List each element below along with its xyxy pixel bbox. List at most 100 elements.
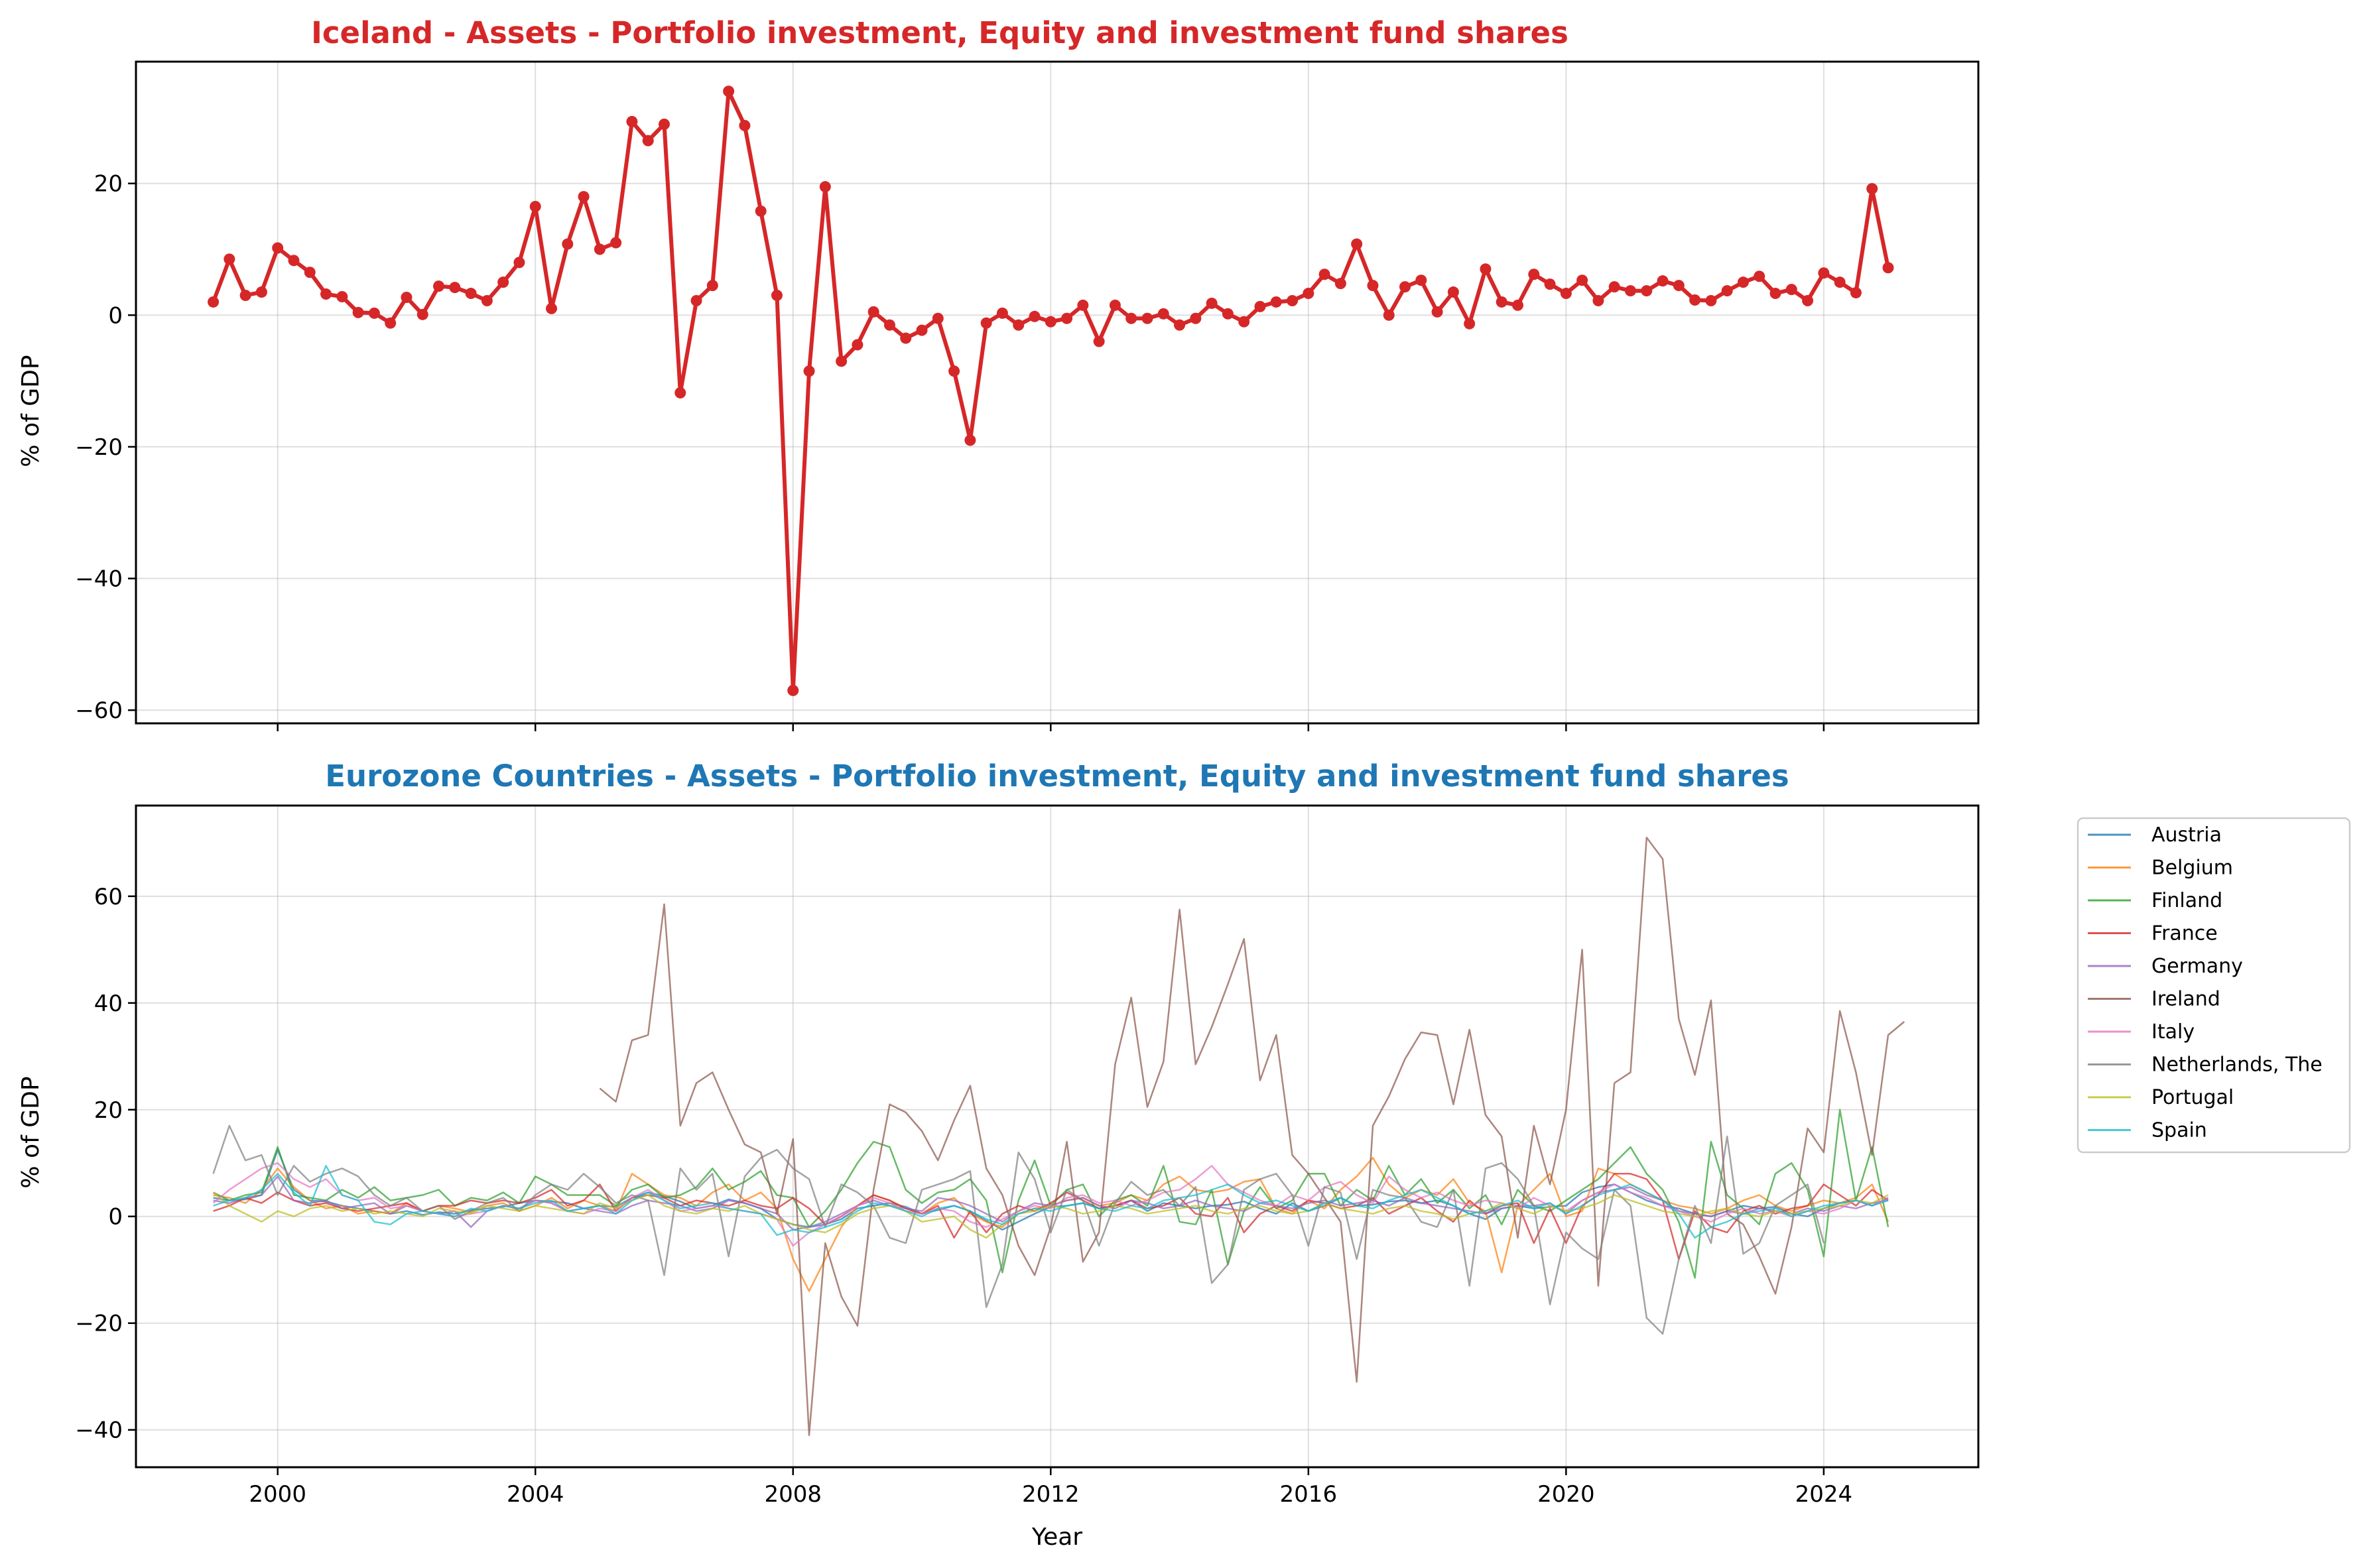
legend-label: Netherlands, The bbox=[2151, 1054, 2323, 1077]
data-point bbox=[1754, 271, 1765, 282]
data-point bbox=[1447, 286, 1459, 298]
data-point bbox=[1592, 294, 1604, 306]
data-point bbox=[1061, 312, 1073, 324]
legend-label: Spain bbox=[2151, 1119, 2207, 1142]
data-point bbox=[433, 280, 445, 292]
y-tick-label: −20 bbox=[75, 434, 123, 461]
legend-label: Germany bbox=[2151, 955, 2243, 978]
data-point bbox=[208, 296, 220, 308]
data-point bbox=[1528, 269, 1540, 280]
data-point bbox=[578, 191, 590, 203]
data-point bbox=[1882, 262, 1894, 274]
data-point bbox=[658, 118, 670, 130]
x-tick-label: 2020 bbox=[1537, 1481, 1595, 1508]
data-point bbox=[1157, 308, 1169, 320]
data-point bbox=[401, 292, 413, 304]
data-point bbox=[610, 237, 622, 249]
data-point bbox=[224, 253, 235, 265]
data-point bbox=[771, 290, 783, 302]
eurozone-panel: Eurozone Countries - Assets - Portfolio … bbox=[17, 758, 1980, 1551]
data-point bbox=[1141, 312, 1153, 324]
legend-frame bbox=[2077, 817, 2351, 1154]
data-point bbox=[1367, 280, 1379, 292]
y-tick-label: 20 bbox=[94, 171, 123, 198]
data-point bbox=[562, 238, 574, 250]
data-point bbox=[932, 312, 944, 324]
y-tick-label: −20 bbox=[75, 1311, 123, 1337]
data-point bbox=[255, 286, 267, 298]
iceland-plot-frame bbox=[135, 60, 1980, 725]
data-point bbox=[1222, 308, 1234, 320]
data-point bbox=[1093, 335, 1105, 347]
data-point bbox=[964, 434, 976, 446]
y-tick-label: 20 bbox=[94, 1097, 123, 1124]
data-point bbox=[1351, 238, 1363, 250]
data-point bbox=[1254, 300, 1266, 312]
x-tick-label: 2016 bbox=[1280, 1481, 1338, 1508]
data-point bbox=[465, 288, 477, 300]
data-point bbox=[1834, 276, 1846, 288]
eurozone-y-axis-label: % of GDP bbox=[17, 1076, 44, 1188]
series-line-france bbox=[213, 1173, 1889, 1260]
data-point bbox=[385, 317, 397, 329]
data-point bbox=[642, 135, 654, 147]
data-point bbox=[529, 200, 541, 212]
data-point bbox=[1415, 274, 1427, 286]
eurozone-gridlines bbox=[136, 806, 1978, 1467]
data-point bbox=[272, 242, 284, 254]
y-tick-label: −40 bbox=[75, 1417, 123, 1444]
y-tick-label: 60 bbox=[94, 884, 123, 910]
legend-label: Ireland bbox=[2151, 988, 2220, 1011]
y-tick-label: 40 bbox=[94, 991, 123, 1017]
data-point bbox=[948, 365, 960, 377]
x-tick-label: 2012 bbox=[1022, 1481, 1080, 1508]
data-point bbox=[1866, 183, 1878, 195]
eurozone-x-axis-label: Year bbox=[1031, 1524, 1082, 1551]
data-point bbox=[1206, 297, 1218, 309]
iceland-axis-ticks: −60 −40 −20 0 20 bbox=[75, 171, 1825, 731]
x-tick-label: 2004 bbox=[507, 1481, 564, 1508]
data-point bbox=[1769, 288, 1781, 300]
legend-label: France bbox=[2151, 922, 2218, 945]
y-tick-label: −40 bbox=[75, 566, 123, 593]
data-point bbox=[1431, 306, 1443, 318]
data-point bbox=[1657, 275, 1669, 287]
data-point bbox=[1077, 299, 1089, 311]
data-point bbox=[1689, 294, 1701, 306]
data-point bbox=[239, 290, 251, 302]
data-point bbox=[883, 319, 895, 331]
data-point bbox=[1496, 296, 1507, 308]
data-point bbox=[787, 684, 799, 696]
data-point bbox=[1850, 287, 1862, 299]
data-point bbox=[1544, 278, 1556, 290]
data-point bbox=[416, 308, 428, 320]
data-point bbox=[1303, 288, 1314, 300]
data-point bbox=[1576, 274, 1588, 286]
iceland-y-axis-label: % of GDP bbox=[17, 355, 44, 467]
data-point bbox=[1480, 263, 1492, 275]
data-point bbox=[481, 294, 493, 306]
x-tick-label: 2008 bbox=[764, 1481, 822, 1508]
data-point bbox=[1785, 284, 1797, 296]
y-tick-label: 0 bbox=[108, 1204, 123, 1231]
eurozone-plot-frame bbox=[135, 804, 1980, 1469]
data-point bbox=[1109, 299, 1121, 311]
legend-label: Finland bbox=[2151, 889, 2222, 912]
data-point bbox=[626, 115, 638, 127]
data-point bbox=[996, 307, 1008, 319]
iceland-gridlines bbox=[136, 62, 1978, 723]
eurozone-chart-title: Eurozone Countries - Assets - Portfolio … bbox=[325, 758, 1789, 794]
data-point bbox=[706, 280, 718, 292]
data-point bbox=[304, 267, 316, 278]
x-tick-label: 2024 bbox=[1795, 1481, 1853, 1508]
data-point bbox=[1818, 267, 1830, 279]
data-point bbox=[1673, 280, 1685, 292]
legend-label: Austria bbox=[2151, 823, 2222, 847]
iceland-series bbox=[208, 86, 1894, 696]
legend-label: Portugal bbox=[2151, 1086, 2234, 1109]
data-point bbox=[513, 257, 525, 269]
iceland-panel: Iceland - Assets - Portfolio investment,… bbox=[17, 15, 1980, 731]
series-line-spain bbox=[213, 1165, 1889, 1239]
data-point bbox=[1270, 296, 1282, 308]
